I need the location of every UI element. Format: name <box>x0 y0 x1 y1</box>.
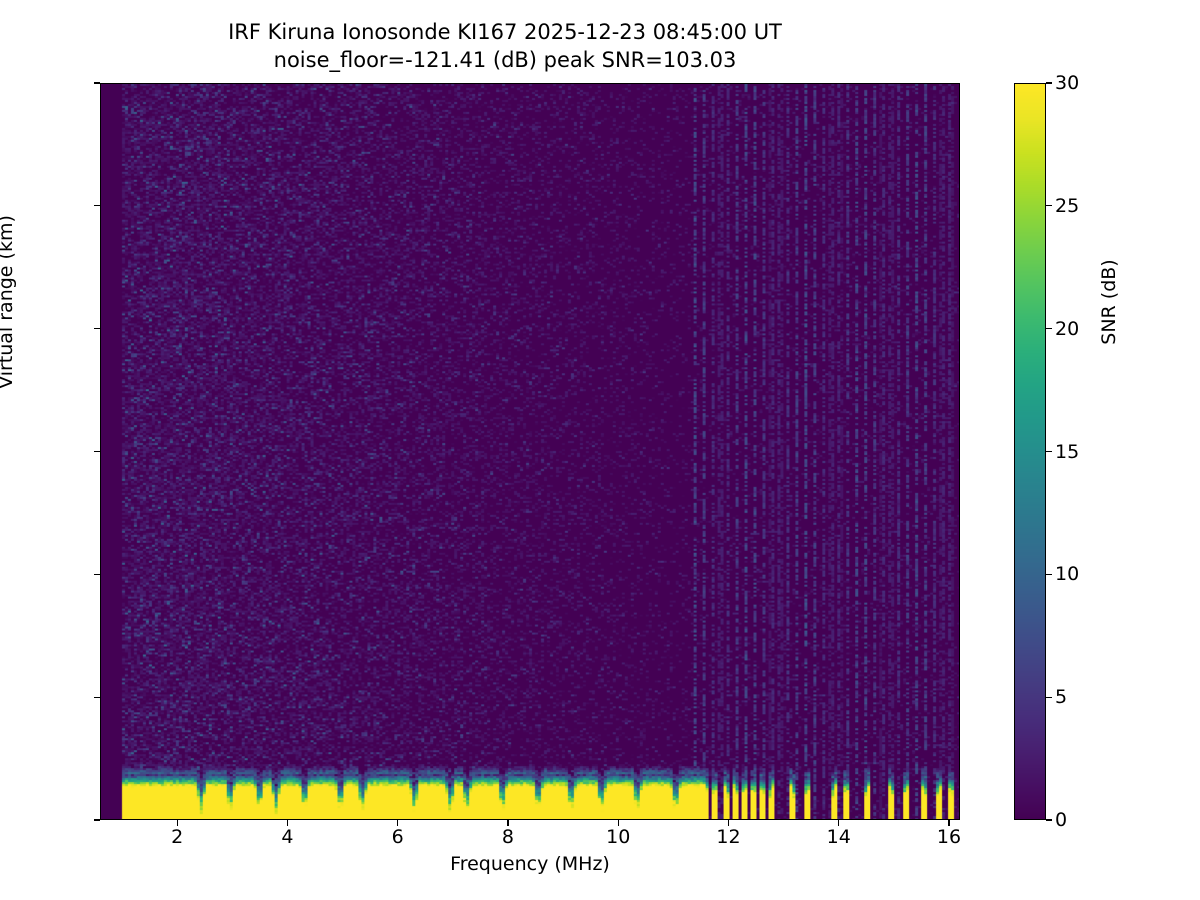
x-tick-label: 12 <box>716 826 741 848</box>
x-tick-mark <box>838 820 840 826</box>
x-tick-label: 16 <box>936 826 962 848</box>
colorbar-gradient <box>1015 84 1045 819</box>
colorbar-tick-label: 20 <box>1055 317 1080 340</box>
x-tick-label: 14 <box>826 826 851 848</box>
y-tick-mark <box>94 328 100 330</box>
y-axis-label: Virtual range (km) <box>0 215 17 389</box>
x-axis-label: Frequency (MHz) <box>450 853 610 875</box>
y-tick-mark <box>94 696 100 698</box>
y-tick-mark <box>94 573 100 575</box>
x-tick-mark <box>507 820 509 826</box>
x-tick-label: 6 <box>391 826 404 848</box>
colorbar-tick-label: 10 <box>1055 563 1080 586</box>
x-tick-mark <box>176 820 178 826</box>
colorbar-tick-label: 5 <box>1055 686 1068 709</box>
x-tick-mark <box>286 820 289 826</box>
colorbar-tick-label: 15 <box>1055 440 1080 463</box>
ionogram-heatmap-canvas <box>101 84 959 819</box>
colorbar-tick-label: 25 <box>1055 194 1080 217</box>
colorbar-tick-mark <box>1046 82 1052 84</box>
x-tick-mark <box>617 820 619 826</box>
y-tick-mark <box>94 450 100 453</box>
x-tick-label: 4 <box>281 826 294 848</box>
chart-title: IRF Kiruna Ionosonde KI167 2025-12-23 08… <box>228 20 782 73</box>
x-tick-label: 8 <box>501 826 514 848</box>
colorbar-tick-mark <box>1046 573 1052 575</box>
ionogram-heatmap-axes <box>100 83 960 820</box>
y-tick-mark <box>94 205 100 207</box>
x-tick-mark <box>727 820 730 826</box>
colorbar-tick-label: 0 <box>1055 809 1068 831</box>
y-tick-mark <box>94 819 100 821</box>
x-tick-label: 2 <box>171 826 184 848</box>
colorbar-tick-mark <box>1046 328 1052 330</box>
x-tick-label: 10 <box>606 826 631 848</box>
colorbar-tick-label: 30 <box>1055 72 1080 94</box>
colorbar-label: SNR (dB) <box>1098 259 1120 345</box>
colorbar-tick-mark <box>1046 819 1052 821</box>
y-tick-mark <box>94 82 100 84</box>
x-tick-mark <box>948 820 950 826</box>
x-tick-mark <box>397 820 399 826</box>
colorbar-tick-mark <box>1046 450 1052 453</box>
colorbar-tick-mark <box>1046 205 1052 207</box>
colorbar <box>1014 83 1046 820</box>
colorbar-tick-mark <box>1046 696 1052 698</box>
